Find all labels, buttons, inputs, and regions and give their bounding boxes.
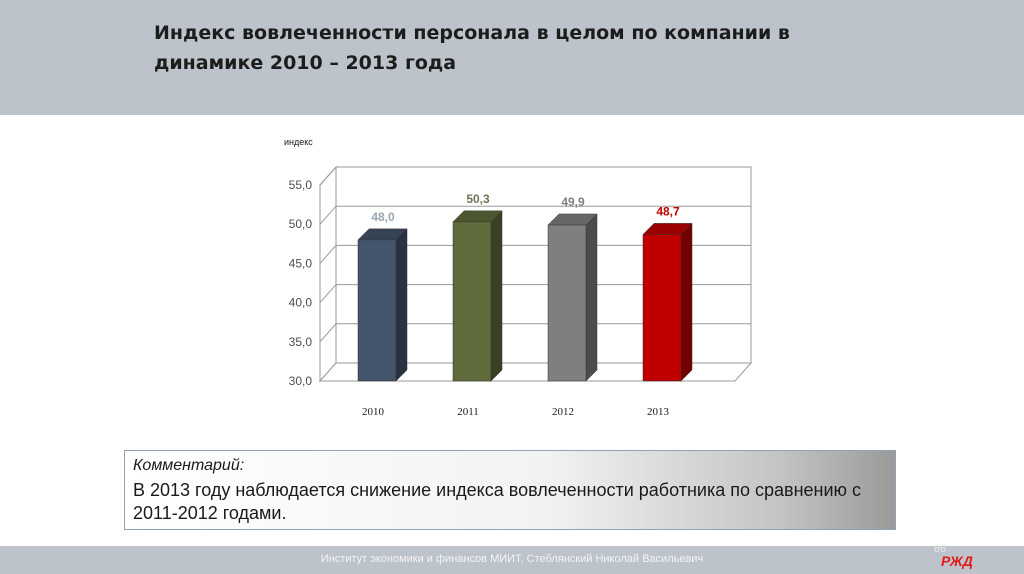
bar — [452, 221, 492, 382]
data-label: 48,0 — [371, 210, 395, 224]
gridline — [319, 323, 751, 343]
x-tick-label: 2013 — [647, 406, 670, 418]
y-axis-title: индекс — [284, 137, 313, 147]
comment-box: Комментарий: В 2013 году наблюдается сни… — [124, 450, 896, 530]
bar — [642, 234, 682, 382]
x-tick-label: 2010 — [362, 406, 385, 418]
bar-side — [395, 228, 408, 382]
chart-side-wall — [319, 165, 337, 383]
bar-side — [680, 222, 693, 382]
comment-heading: Комментарий: — [133, 457, 245, 474]
bar-side — [585, 213, 598, 382]
y-tick-label: 45,0 — [289, 256, 313, 270]
x-tick-label: 2012 — [552, 406, 574, 418]
gridline — [319, 284, 751, 303]
bar-side — [490, 210, 503, 382]
y-tick-label: 40,0 — [289, 296, 313, 310]
gridline — [319, 205, 751, 225]
bar — [547, 224, 587, 382]
bar-chart: 30,0 35,0 40,0 45,0 50,0 55,0 индекс 48,0 2010 50… — [284, 137, 753, 418]
x-tick-label: 2011 — [457, 406, 479, 418]
bar — [357, 239, 397, 382]
gridline — [319, 166, 751, 186]
gridline — [319, 244, 751, 264]
comment-text: В 2013 году наблюдается снижение индекса… — [133, 480, 862, 523]
y-tick-label: 50,0 — [289, 217, 313, 231]
data-label: 50,3 — [466, 192, 490, 206]
y-tick-label: 55,0 — [289, 178, 313, 192]
header-band: Индекс вовлеченности персонала в целом п… — [0, 0, 1024, 115]
data-label: 49,9 — [561, 195, 585, 209]
y-tick-label: 35,0 — [289, 335, 313, 349]
footer-text: Институт экономики и финансов МИИТ, Стеб… — [320, 553, 704, 565]
data-label: 48,7 — [656, 204, 680, 218]
rzd-logo-icon: РЖД — [941, 553, 973, 569]
y-tick-label: 30,0 — [289, 374, 313, 388]
slide-title: Индекс вовлеченности персонала в целом п… — [154, 22, 790, 74]
page-number: 86 — [934, 543, 947, 555]
logo-text: РЖД — [941, 553, 973, 569]
chart-container: 30,0 35,0 40,0 45,0 50,0 55,0 индекс 48,0 2010 50… — [260, 130, 760, 430]
footer-band: Институт экономики и финансов МИИТ, Стеб… — [0, 546, 1024, 574]
